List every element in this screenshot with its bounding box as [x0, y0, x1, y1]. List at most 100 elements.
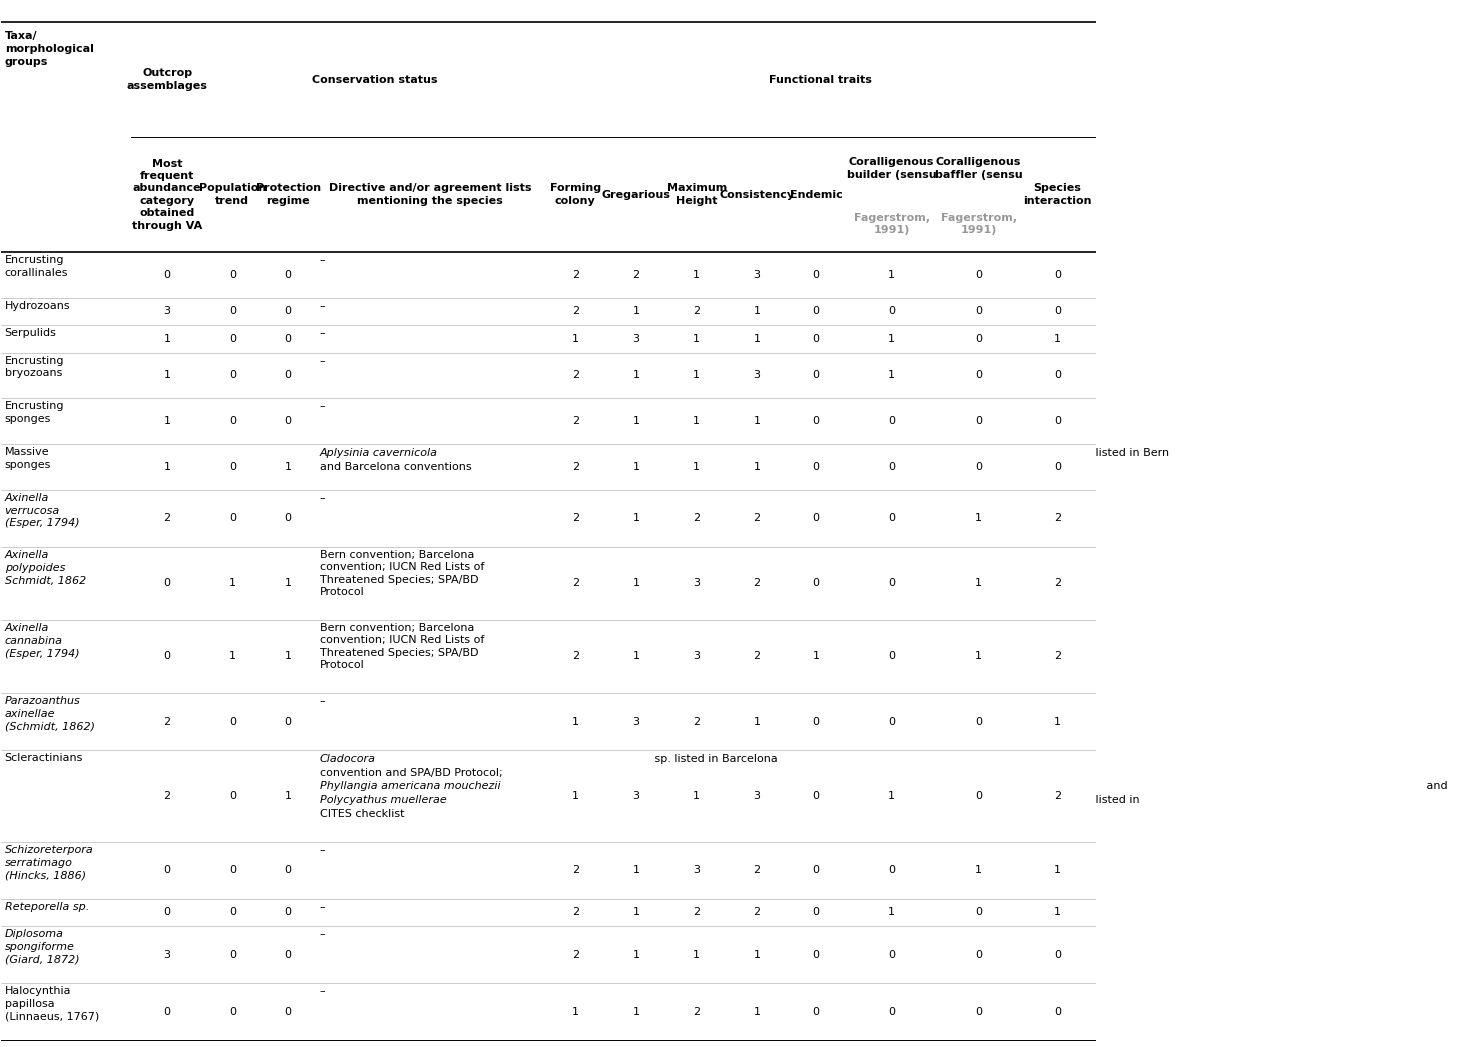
Text: 1: 1: [164, 334, 171, 343]
Text: 1: 1: [1054, 908, 1061, 917]
Text: 0: 0: [285, 865, 292, 875]
Text: 2: 2: [1054, 578, 1061, 588]
Text: 0: 0: [888, 578, 895, 588]
Text: 2: 2: [753, 513, 761, 524]
Text: 0: 0: [975, 1007, 983, 1017]
Text: 2: 2: [572, 950, 580, 960]
Text: 0: 0: [164, 865, 171, 875]
Text: 2: 2: [572, 908, 580, 917]
Text: 1: 1: [632, 513, 639, 524]
Text: 2: 2: [572, 416, 580, 426]
Text: 0: 0: [813, 270, 819, 280]
Text: 1: 1: [753, 462, 761, 472]
Text: –: –: [320, 401, 326, 411]
Text: 1: 1: [694, 416, 701, 426]
Text: 2: 2: [694, 307, 701, 316]
Text: Bern convention; Barcelona
convention; IUCN Red Lists of
Threatened Species; SPA: Bern convention; Barcelona convention; I…: [320, 623, 485, 670]
Text: 3: 3: [753, 371, 761, 380]
Text: –: –: [320, 901, 326, 912]
Text: 0: 0: [229, 270, 235, 280]
Text: 1: 1: [285, 651, 292, 662]
Text: Scleractinians: Scleractinians: [4, 753, 83, 763]
Text: 2: 2: [572, 270, 580, 280]
Text: 0: 0: [229, 307, 235, 316]
Text: Outcrop
assemblages: Outcrop assemblages: [127, 68, 207, 91]
Text: 2: 2: [753, 865, 761, 875]
Text: 0: 0: [975, 371, 983, 380]
Text: 0: 0: [813, 371, 819, 380]
Text: listed in: listed in: [1092, 795, 1140, 805]
Text: 1: 1: [975, 651, 983, 662]
Text: 0: 0: [164, 578, 171, 588]
Text: –: –: [320, 930, 326, 939]
Text: 0: 0: [888, 462, 895, 472]
Text: Serpulids: Serpulids: [4, 329, 57, 338]
Text: 0: 0: [229, 908, 235, 917]
Text: 2: 2: [164, 790, 171, 801]
Text: 1: 1: [975, 578, 983, 588]
Text: 1: 1: [753, 1007, 761, 1017]
Text: 0: 0: [285, 270, 292, 280]
Text: –: –: [320, 986, 326, 997]
Text: 0: 0: [164, 651, 171, 662]
Text: Diplosoma
spongiforme
(Giard, 1872): Diplosoma spongiforme (Giard, 1872): [4, 930, 79, 965]
Text: 1: 1: [888, 908, 895, 917]
Text: 3: 3: [753, 270, 761, 280]
Text: 0: 0: [813, 716, 819, 727]
Text: 2: 2: [572, 578, 580, 588]
Text: 0: 0: [888, 716, 895, 727]
Text: 1: 1: [632, 416, 639, 426]
Text: 0: 0: [813, 790, 819, 801]
Text: –: –: [320, 255, 326, 265]
Text: 0: 0: [888, 416, 895, 426]
Text: 2: 2: [694, 1007, 701, 1017]
Text: 1: 1: [572, 1007, 578, 1017]
Text: 0: 0: [164, 1007, 171, 1017]
Text: 2: 2: [572, 865, 580, 875]
Text: 0: 0: [888, 513, 895, 524]
Text: 2: 2: [1054, 790, 1061, 801]
Text: Functional traits: Functional traits: [769, 74, 872, 85]
Text: 1: 1: [888, 790, 895, 801]
Text: 2: 2: [572, 307, 580, 316]
Text: –: –: [320, 696, 326, 706]
Text: –: –: [320, 845, 326, 854]
Text: 0: 0: [813, 1007, 819, 1017]
Text: 3: 3: [694, 578, 701, 588]
Text: 3: 3: [632, 716, 639, 727]
Text: 0: 0: [285, 416, 292, 426]
Text: Gregarious: Gregarious: [602, 190, 670, 200]
Text: Axinella
cannabina
(Esper, 1794): Axinella cannabina (Esper, 1794): [4, 623, 79, 659]
Text: Phyllangia americana mouchezii: Phyllangia americana mouchezii: [320, 781, 501, 792]
Text: 0: 0: [888, 865, 895, 875]
Text: Encrusting
bryozoans: Encrusting bryozoans: [4, 356, 64, 378]
Text: 0: 0: [229, 865, 235, 875]
Text: sp. listed in Barcelona: sp. listed in Barcelona: [651, 754, 778, 764]
Text: Schizoreterpora
serratimago
(Hincks, 1886): Schizoreterpora serratimago (Hincks, 188…: [4, 845, 93, 881]
Text: 0: 0: [1054, 416, 1061, 426]
Text: Directive and/or agreement lists
mentioning the species: Directive and/or agreement lists mention…: [328, 183, 531, 206]
Text: 1: 1: [229, 651, 235, 662]
Text: 1: 1: [694, 950, 701, 960]
Text: 1: 1: [753, 334, 761, 343]
Text: 2: 2: [1054, 513, 1061, 524]
Text: Polycyathus muellerae: Polycyathus muellerae: [320, 795, 447, 805]
Text: 0: 0: [229, 1007, 235, 1017]
Text: 1: 1: [694, 371, 701, 380]
Text: Consistency: Consistency: [720, 190, 794, 200]
Text: 1: 1: [1054, 865, 1061, 875]
Text: Halocynthia
papillosa
(Linnaeus, 1767): Halocynthia papillosa (Linnaeus, 1767): [4, 986, 99, 1022]
Text: 0: 0: [1054, 462, 1061, 472]
Text: 1: 1: [632, 462, 639, 472]
Text: 2: 2: [632, 270, 639, 280]
Text: 0: 0: [975, 307, 983, 316]
Text: Most
frequent
abundance
category
obtained
through VA: Most frequent abundance category obtaine…: [131, 158, 203, 230]
Text: 1: 1: [632, 950, 639, 960]
Text: –: –: [320, 356, 326, 365]
Text: Protection
regime: Protection regime: [255, 183, 321, 206]
Text: 2: 2: [572, 462, 580, 472]
Text: 1: 1: [1054, 716, 1061, 727]
Text: 1: 1: [888, 270, 895, 280]
Text: 1: 1: [975, 513, 983, 524]
Text: Forming
colony: Forming colony: [550, 183, 602, 206]
